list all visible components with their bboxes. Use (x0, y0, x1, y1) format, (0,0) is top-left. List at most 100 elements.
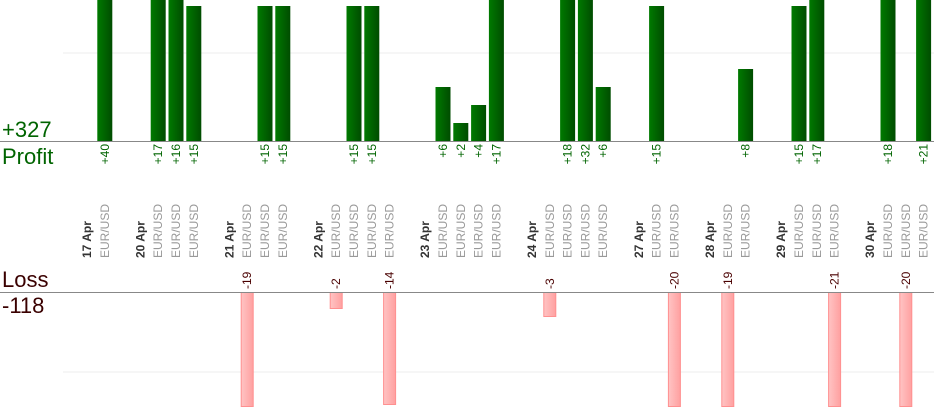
loss-value-label: -20 (899, 271, 913, 289)
profit-bar (150, 0, 166, 141)
symbol-label: EUR/USD (792, 204, 806, 258)
date-label: 30 Apr (863, 221, 877, 258)
profit-value-label: +16 (169, 144, 183, 165)
profit-value-label: +15 (258, 144, 272, 165)
profit-bar (560, 0, 576, 141)
profit-value-label: +21 (917, 144, 931, 165)
date-label: 22 Apr (311, 221, 325, 258)
symbol-label: EUR/USD (561, 204, 575, 258)
profit-value-label: +2 (454, 144, 468, 158)
symbol-label: EUR/USD (667, 204, 681, 258)
profit-bar (168, 0, 184, 141)
loss-bar (667, 292, 681, 407)
symbol-label: EUR/USD (347, 204, 361, 258)
symbol-label: EUR/USD (454, 204, 468, 258)
loss-bar (543, 292, 557, 317)
profit-value-label: +8 (739, 144, 753, 158)
date-label: 20 Apr (133, 221, 147, 258)
profit-value-label: +4 (472, 144, 486, 158)
symbol-label: EUR/USD (151, 204, 165, 258)
symbol-label: EUR/USD (489, 204, 503, 258)
loss-total: -118 (2, 293, 44, 318)
loss-bar (828, 292, 842, 407)
symbol-label: EUR/USD (187, 204, 201, 258)
date-label: 23 Apr (418, 221, 432, 258)
loss-value-label: -2 (329, 278, 343, 289)
symbol-label: EUR/USD (899, 204, 913, 258)
profit-bar (595, 87, 611, 141)
date-label: 24 Apr (525, 221, 539, 258)
profit-bar (257, 6, 273, 141)
loss-value-label: -19 (240, 271, 254, 289)
profit-bar (916, 0, 932, 141)
symbol-label: EUR/USD (810, 204, 824, 258)
date-label: 29 Apr (774, 221, 788, 258)
profit-value-label: +17 (151, 144, 165, 165)
profit-bar (453, 123, 469, 141)
profit-bar (275, 6, 291, 141)
profit-bar (738, 69, 754, 141)
profit-bar (791, 6, 807, 141)
profit-bar (471, 105, 487, 141)
loss-value-label: -14 (383, 271, 397, 289)
profit-value-label: +15 (792, 144, 806, 165)
profit-bar (186, 6, 202, 141)
loss-bar (721, 292, 735, 407)
profit-value-label: +18 (561, 144, 575, 165)
profit-bar (809, 0, 825, 141)
profit-bar (346, 6, 362, 141)
symbol-label: EUR/USD (365, 204, 379, 258)
loss-bar (899, 292, 913, 407)
profit-value-label: +17 (489, 144, 503, 165)
profit-value-label: +32 (578, 144, 592, 165)
symbol-label: EUR/USD (258, 204, 272, 258)
symbol-label: EUR/USD (169, 204, 183, 258)
profit-value-label: +15 (347, 144, 361, 165)
date-label: 28 Apr (703, 221, 717, 258)
loss-value-label: -21 (828, 271, 842, 289)
date-label: 17 Apr (80, 221, 94, 258)
profit-value-label: +15 (365, 144, 379, 165)
profit-bar (435, 87, 451, 141)
loss-value-label: -3 (543, 278, 557, 289)
profit-value-label: +6 (596, 144, 610, 158)
loss-value-label: -19 (721, 271, 735, 289)
profit-bar (649, 6, 665, 141)
profit-value-label: +15 (650, 144, 664, 165)
profit-total: +327 (2, 117, 52, 142)
symbol-label: EUR/USD (472, 204, 486, 258)
symbol-label: EUR/USD (98, 204, 112, 258)
date-label: 21 Apr (222, 221, 236, 258)
symbol-label: EUR/USD (739, 204, 753, 258)
symbol-label: EUR/USD (828, 204, 842, 258)
loss-label: Loss (2, 267, 48, 292)
profit-bar (97, 0, 113, 141)
loss-bar (383, 292, 397, 405)
profit-value-label: +40 (98, 144, 112, 165)
symbol-label: EUR/USD (917, 204, 931, 258)
profit-bar (488, 0, 504, 141)
loss-value-label: -20 (667, 271, 681, 289)
profit-value-label: +15 (187, 144, 201, 165)
profit-value-label: +6 (436, 144, 450, 158)
symbol-label: EUR/USD (240, 204, 254, 258)
symbol-label: EUR/USD (383, 204, 397, 258)
profit-bar (577, 0, 593, 141)
symbol-label: EUR/USD (881, 204, 895, 258)
profit-value-label: +15 (276, 144, 290, 165)
symbol-label: EUR/USD (276, 204, 290, 258)
loss-bar (240, 292, 254, 407)
profit-bar (364, 6, 380, 141)
date-label: 27 Apr (632, 221, 646, 258)
symbol-label: EUR/USD (650, 204, 664, 258)
symbol-label: EUR/USD (329, 204, 343, 258)
loss-bar (329, 292, 343, 309)
profit-value-label: +18 (881, 144, 895, 165)
profit-bar (880, 0, 896, 141)
symbol-label: EUR/USD (436, 204, 450, 258)
symbol-label: EUR/USD (543, 204, 557, 258)
symbol-label: EUR/USD (721, 204, 735, 258)
symbol-label: EUR/USD (578, 204, 592, 258)
symbol-label: EUR/USD (596, 204, 610, 258)
